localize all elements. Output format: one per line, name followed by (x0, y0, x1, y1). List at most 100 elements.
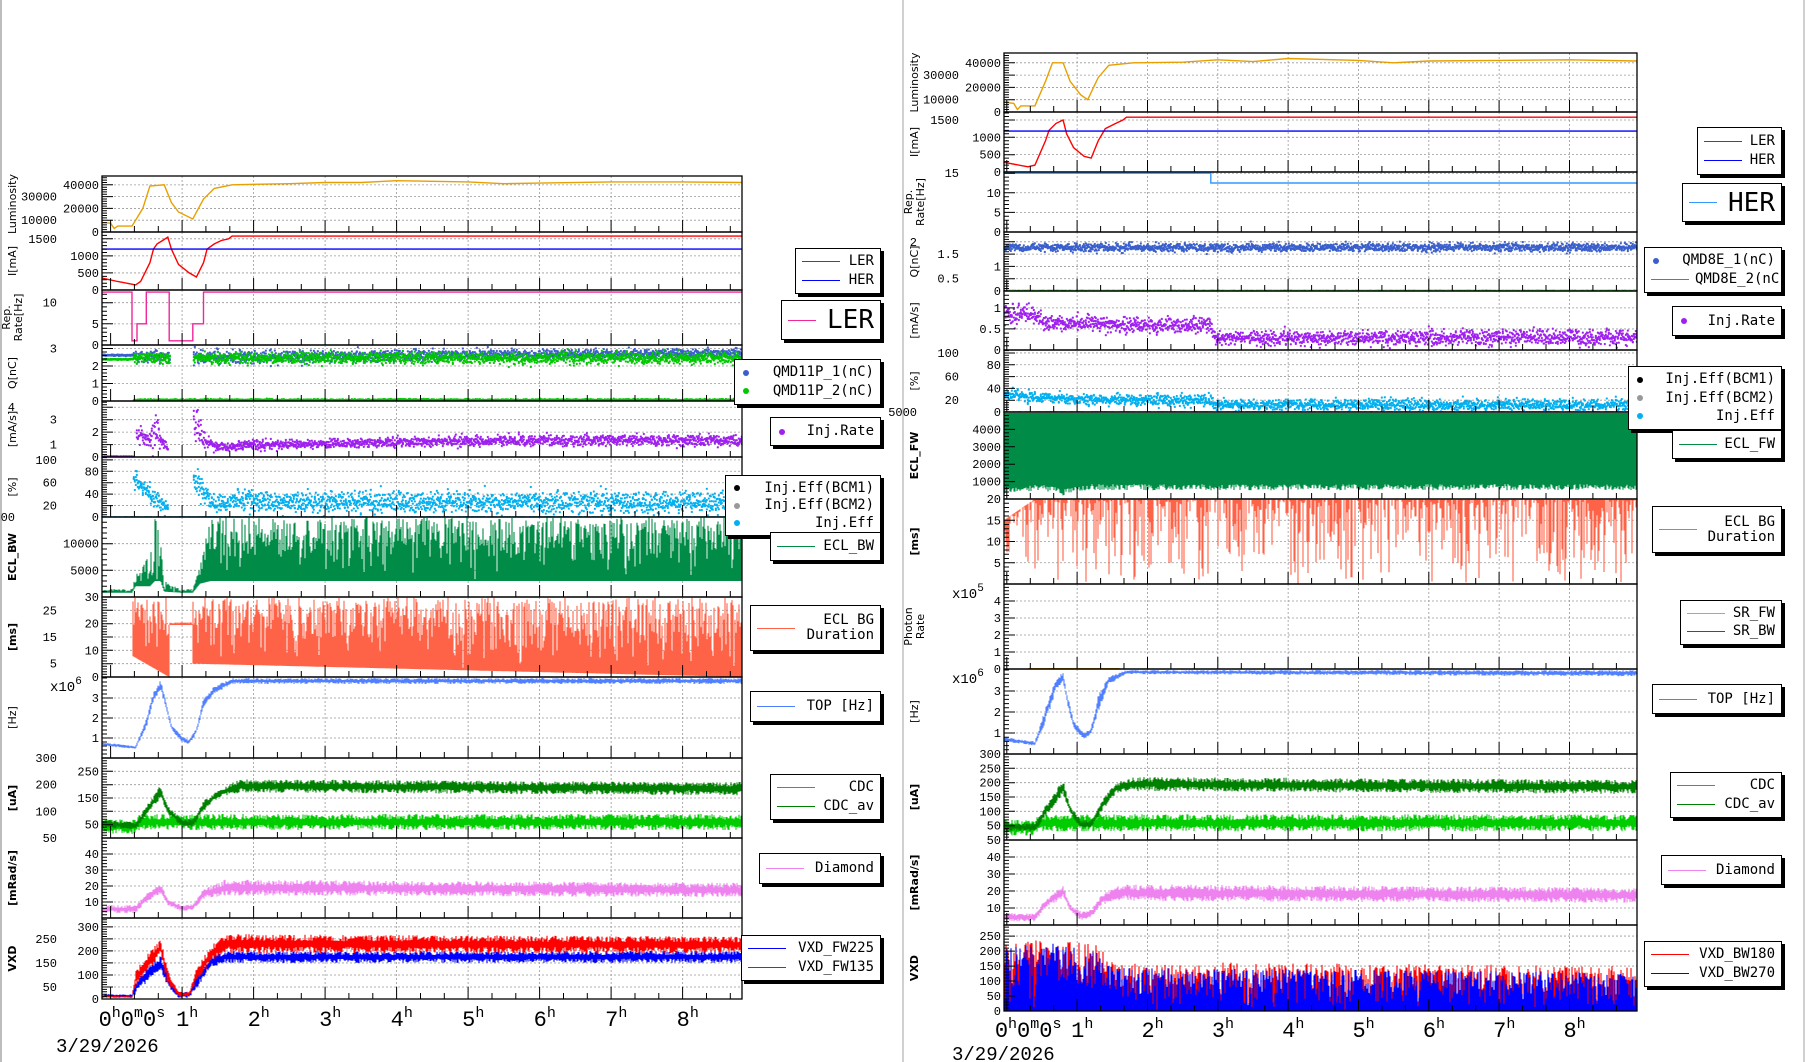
y-tick-label: 5 (994, 206, 1001, 220)
y-tick-label: 40 (987, 851, 1001, 865)
legend-ler: LER HER (1697, 127, 1782, 175)
series-cdc (102, 814, 742, 834)
panel-ler: 0 5 10 Rep. Rate[Hz] (0, 289, 743, 353)
legend-marker-line (1704, 160, 1742, 161)
legend-marker-line (1659, 529, 1697, 530)
panel-sr-fw: x105 0 1 2 3 4 Photon Rate (902, 583, 1638, 677)
legend-label: LER (1749, 133, 1775, 149)
legend-marker-line (1668, 869, 1706, 871)
y-tick-label: 100 (77, 969, 99, 983)
y-tick-label: 100 (979, 975, 1001, 989)
legend-marker-dot (1681, 318, 1687, 324)
y-tick-label: 150 (979, 791, 1001, 805)
legend-marker-line (788, 319, 816, 321)
legend-marker-dot (743, 369, 749, 376)
y-axis-label: I[mA] (908, 127, 921, 157)
axis-multiplier: x105 (952, 583, 984, 603)
y-tick-label: 0 (994, 166, 1001, 180)
y-tick-label: 50 (987, 820, 1001, 834)
y-tick-label: 10000 (21, 214, 57, 228)
y-tick-label: 15000 (0, 511, 15, 525)
y-tick-label: 200 (979, 945, 1001, 959)
gridlines (1004, 669, 1637, 754)
axis-ticks (102, 231, 731, 291)
legend-entry: SR_BW (1687, 624, 1775, 639)
y-tick-label: 1 (92, 378, 99, 392)
y-axis-label: ECL_BW (6, 533, 19, 581)
x-tick-label: 0h0m0s (99, 1005, 166, 1033)
axis-ticks (1004, 839, 1617, 926)
panel-inj-eff-bcm1-: 0 20 40 60 80 100 [%] (908, 347, 1638, 420)
y-axis-label: [Hz] (6, 706, 19, 729)
series-qmd8e-1-nc (1004, 240, 1637, 255)
y-tick-label: 40000 (63, 179, 99, 193)
y-axis-label: Q[nC] (908, 246, 921, 278)
axis-multiplier: x106 (952, 668, 984, 688)
date-label: 3/29/2026 (952, 1044, 1055, 1062)
legend-ecl-bw: ECL_BW (770, 532, 881, 561)
panel-frame (101, 676, 743, 759)
y-tick-label: 250 (979, 930, 1001, 944)
panel-luminosity: 0 10000 20000 30000 40000 Luminosity (6, 174, 743, 240)
gridlines (102, 290, 742, 345)
axis-ticks (102, 289, 731, 346)
legend-marker-line (1679, 444, 1717, 445)
panel-inj-rate: 0 0.5 1 [mA/s] (908, 290, 1638, 358)
legend-marker-line (1704, 141, 1742, 142)
x-tick-label: 8h (677, 1005, 699, 1033)
legend-entry: CDC (777, 780, 874, 795)
legend-entry: Diamond (1668, 862, 1775, 878)
series-cdc-av (102, 779, 742, 829)
legend-marker-line (1687, 631, 1725, 632)
y-tick-label: 10000 (923, 94, 959, 108)
legend-entry: Inj.Eff(BCM2) (1635, 390, 1775, 406)
legend-top-hz-: TOP [Hz] (750, 691, 881, 722)
legend-marker-line (1677, 785, 1715, 787)
y-tick-label: 10 (987, 187, 1001, 201)
series-diamond (1004, 884, 1637, 922)
y-tick-label: 3 (994, 612, 1001, 626)
y-tick-label: 1500 (930, 114, 959, 128)
legend-entry: HER (802, 272, 874, 288)
legend-entry: CDC (1677, 778, 1775, 793)
legend-entry: VXD_FW225 (748, 941, 874, 956)
x-tick-label: 7h (605, 1005, 627, 1033)
panel-diamond: 10 20 30 40 50 [mRad/s] (908, 834, 1638, 926)
legend-marker-line (1651, 954, 1689, 956)
legend-label: Inj.Eff(BCM2) (764, 497, 874, 513)
y-tick-label: 10 (987, 902, 1001, 916)
y-tick-label: 2 (994, 706, 1001, 720)
legend-entry: QMD11P_2(nC) (741, 383, 874, 399)
y-tick-label: 2 (92, 712, 99, 726)
y-tick-label: 0 (994, 226, 1001, 240)
panel-inj-eff-bcm1-: 0 20 40 60 80 100 [%] (6, 454, 743, 525)
legend-ecl-bg-duration: ECL BG Duration (1652, 506, 1782, 553)
legend-entry: Diamond (766, 861, 874, 876)
y-tick-label: 0 (994, 285, 1001, 299)
y-tick-label: 1.5 (937, 248, 959, 262)
gridlines (102, 176, 742, 232)
y-axis-label: Rate[Hz] (12, 294, 25, 342)
y-tick-label: 200 (35, 779, 57, 793)
legend-marker-dot (734, 502, 740, 509)
y-axis-label: VXD (908, 955, 921, 981)
panel-frame (101, 231, 743, 291)
legend-top-hz-: TOP [Hz] (1652, 684, 1782, 714)
axis-ticks (1004, 112, 1617, 173)
legend-label: LER (848, 253, 874, 270)
date-label: 3/29/2026 (56, 1036, 159, 1058)
series-top-hz (102, 678, 742, 749)
legend-label: Inj.Eff(BCM1) (1665, 371, 1775, 388)
legend-entry: Inj.Eff (1635, 408, 1775, 424)
legend-label: HER (1749, 152, 1775, 168)
legend-entry: LER (1704, 134, 1775, 149)
y-tick-label: 40000 (965, 57, 1001, 71)
series-luminosity (102, 179, 742, 230)
legend-diamond: Diamond (1661, 855, 1782, 885)
legend-ler: LER (781, 300, 881, 340)
y-tick-label: 0 (92, 284, 99, 298)
y-tick-label: 20000 (63, 202, 99, 216)
series-ler (1004, 116, 1637, 168)
